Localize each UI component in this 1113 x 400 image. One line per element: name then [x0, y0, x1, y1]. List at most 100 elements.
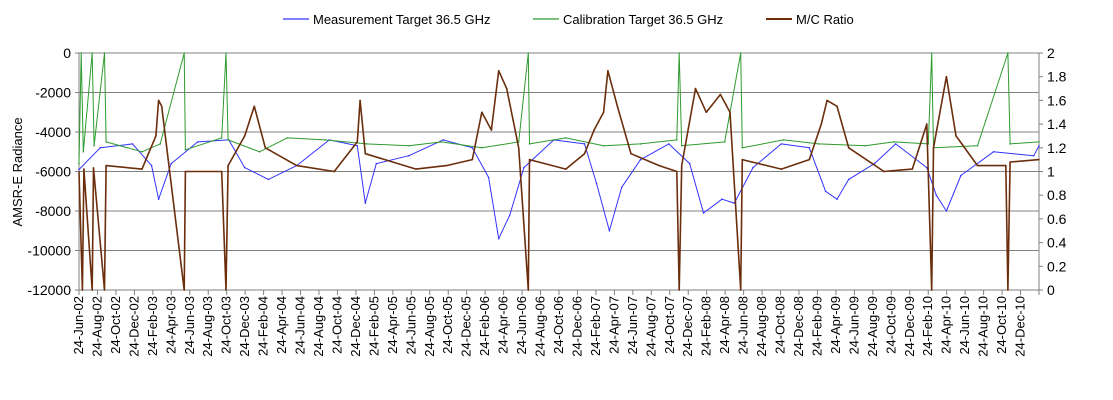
data-point [324, 139, 326, 141]
data-point [565, 168, 567, 170]
x-tick-label: 24-Aug-07 [643, 296, 658, 357]
legend: Measurement Target 36.5 GHz Calibration T… [283, 12, 854, 27]
data-point [826, 99, 828, 102]
data-point [883, 170, 885, 173]
x-tick-label: 24-Aug-09 [865, 296, 880, 357]
data-point [894, 143, 897, 145]
series-layer [78, 52, 1040, 291]
x-tick-label: 24-Oct-03 [219, 296, 234, 354]
y2-tick-label: 0.2 [1047, 258, 1067, 274]
data-point [220, 137, 223, 139]
x-tick-label: 24-Oct-02 [108, 296, 123, 354]
data-point [243, 135, 246, 137]
data-point [1038, 158, 1040, 161]
data-point [945, 75, 948, 78]
data-point [364, 202, 367, 204]
data-point [243, 166, 246, 169]
x-tick-label: 24-Feb-03 [145, 296, 160, 356]
data-point [220, 170, 223, 173]
data-point [167, 158, 169, 161]
data-point [497, 70, 500, 72]
x-tick-label: 24-Apr-09 [828, 296, 843, 354]
data-point [253, 105, 256, 108]
data-point [960, 174, 962, 177]
data-point [528, 158, 531, 161]
data-point [440, 141, 443, 143]
data-point [82, 151, 85, 153]
x-tick-label: 24-Aug-02 [90, 296, 105, 357]
data-point [824, 190, 827, 193]
data-point [196, 141, 199, 143]
x-tick-label: 24-Jun-09 [846, 296, 861, 355]
y-axis-left: 0 -2000 -4000 -6000 -8000 -10000 -12000 [27, 45, 79, 298]
y-tick-label: -12000 [27, 282, 71, 298]
x-tick-label: 24-Aug-06 [533, 296, 548, 357]
data-point [471, 158, 474, 161]
x-tick-label: 24-Feb-09 [810, 296, 825, 356]
data-point [415, 168, 417, 170]
x-tick-label: 24-Dec-06 [570, 296, 585, 357]
x-tick-label: 24-Dec-09 [902, 296, 917, 357]
data-point [678, 52, 680, 54]
y-tick-label: -8000 [35, 203, 71, 219]
data-point [808, 147, 811, 149]
data-point [1038, 145, 1040, 147]
data-point [616, 105, 619, 108]
data-point [741, 147, 744, 149]
data-point [932, 147, 935, 149]
data-point [445, 164, 448, 167]
data-point [930, 289, 933, 291]
x-tick-label: 24-Oct-07 [662, 296, 677, 354]
x-tick-label: 24-Dec-05 [459, 296, 474, 357]
data-point [721, 198, 723, 200]
x-tick-label: 24-Aug-08 [754, 296, 769, 357]
data-point [739, 289, 742, 291]
y-axis-title: AMSR-E Radiance [10, 117, 25, 226]
data-point [808, 158, 811, 161]
data-point [723, 141, 726, 143]
data-point [487, 176, 490, 179]
data-point [157, 198, 160, 200]
x-axis: 24-Jun-02 24-Aug-02 24-Oct-02 24-Dec-02 24-F… [71, 290, 1040, 357]
y2-tick-label: 2 [1047, 45, 1055, 61]
data-point [523, 166, 525, 169]
data-point [583, 143, 586, 145]
data-point [595, 182, 598, 185]
y2-tick-label: 1 [1047, 164, 1055, 180]
data-point [93, 145, 95, 147]
data-point [497, 237, 500, 240]
data-point [992, 151, 995, 153]
data-point [1033, 154, 1035, 157]
data-point [1007, 289, 1009, 291]
data-point [227, 164, 229, 167]
data-point [80, 52, 82, 54]
data-point [141, 151, 143, 153]
data-point [359, 99, 361, 102]
y-tick-label: -6000 [35, 164, 71, 180]
x-tick-label: 24-Feb-08 [699, 296, 714, 356]
data-point [103, 289, 106, 291]
x-tick-label: 24-Dec-08 [791, 296, 806, 357]
y2-tick-label: 1.6 [1047, 92, 1067, 108]
x-tick-label: 24-Jun-05 [403, 296, 418, 355]
legend-label: Measurement Target 36.5 GHz [313, 12, 491, 27]
x-tick-label: 24-Apr-04 [274, 296, 289, 354]
data-point [741, 158, 744, 161]
data-point [945, 210, 948, 212]
data-point [1007, 52, 1009, 54]
x-tick-label: 24-Feb-04 [256, 296, 271, 356]
data-point [527, 289, 530, 291]
x-tick-label: 24-Apr-07 [606, 296, 621, 354]
data-point [155, 135, 157, 137]
y2-tick-label: 0.4 [1047, 235, 1067, 251]
x-tick-label: 24-Aug-03 [200, 296, 215, 357]
y2-tick-label: 1.2 [1047, 140, 1067, 156]
data-point [639, 158, 642, 161]
x-tick-label: 24-Feb-06 [477, 296, 492, 356]
data-point [911, 168, 914, 170]
data-point [780, 143, 783, 145]
data-point [818, 143, 820, 145]
data-point [836, 198, 838, 200]
data-point [286, 137, 289, 139]
data-point [92, 167, 95, 169]
